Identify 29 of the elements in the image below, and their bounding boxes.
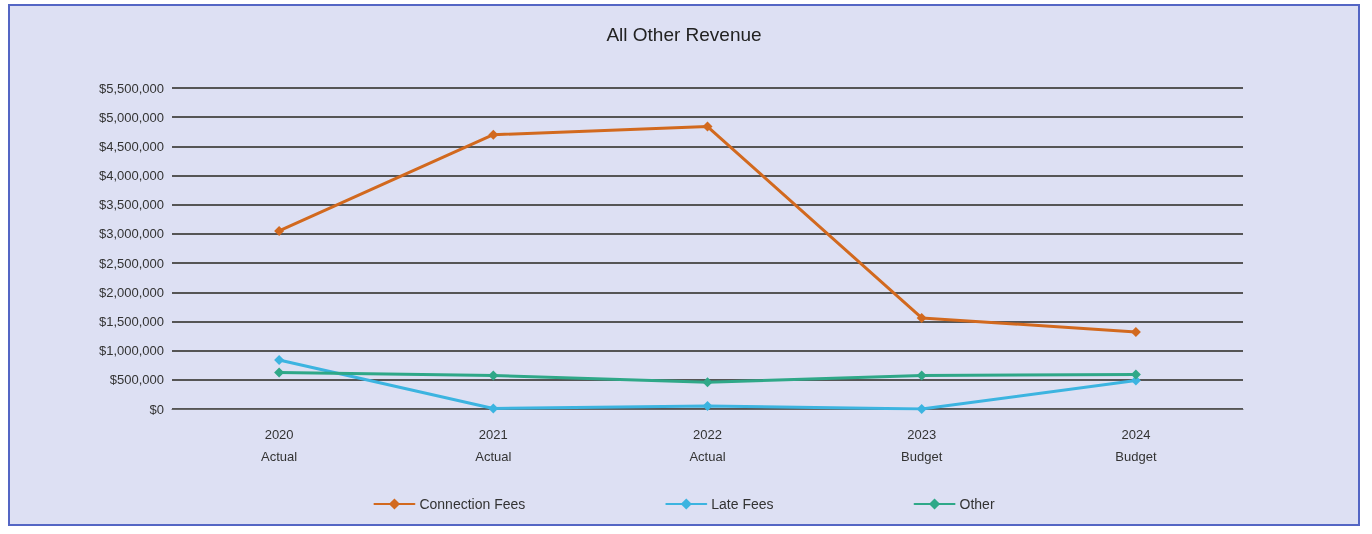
y-tick-label: $1,500,000 [98, 313, 164, 329]
y-tick-label: $3,500,000 [98, 197, 164, 213]
y-tick-label: $2,500,000 [98, 255, 164, 271]
chart-title: All Other Revenue [606, 24, 762, 45]
point [702, 377, 713, 388]
point [916, 404, 927, 414]
point [274, 354, 285, 365]
legend-label: Late Fees [711, 496, 774, 512]
legend-label: Other [959, 496, 995, 512]
y-tick-label: $2,000,000 [98, 284, 164, 300]
x-tick-label: 2022 Actual [689, 426, 726, 464]
y-tick-label: $5,500,000 [98, 80, 164, 96]
point [702, 401, 713, 412]
point [702, 121, 713, 132]
legend-label: Connection Fees [419, 496, 526, 512]
y-tick-label: $3,000,000 [98, 226, 164, 242]
y-tick-label: $4,500,000 [98, 138, 164, 154]
point [916, 312, 927, 323]
x-tick-label: 2021 Actual [475, 426, 512, 464]
point [488, 370, 499, 381]
x-tick-label: 2024 Budget [1115, 426, 1157, 464]
y-tick-label: $5,000,000 [98, 109, 164, 125]
y-tick-label: $4,000,000 [98, 168, 164, 184]
point [274, 225, 285, 236]
y-tick-label: $500,000 [109, 372, 164, 388]
x-tick-label: 2023 Budget [901, 426, 943, 464]
y-tick-label: $1,000,000 [98, 343, 164, 359]
x-tick-label: 2020 Actual [261, 426, 298, 464]
y-tick-label: $0 [149, 401, 164, 417]
